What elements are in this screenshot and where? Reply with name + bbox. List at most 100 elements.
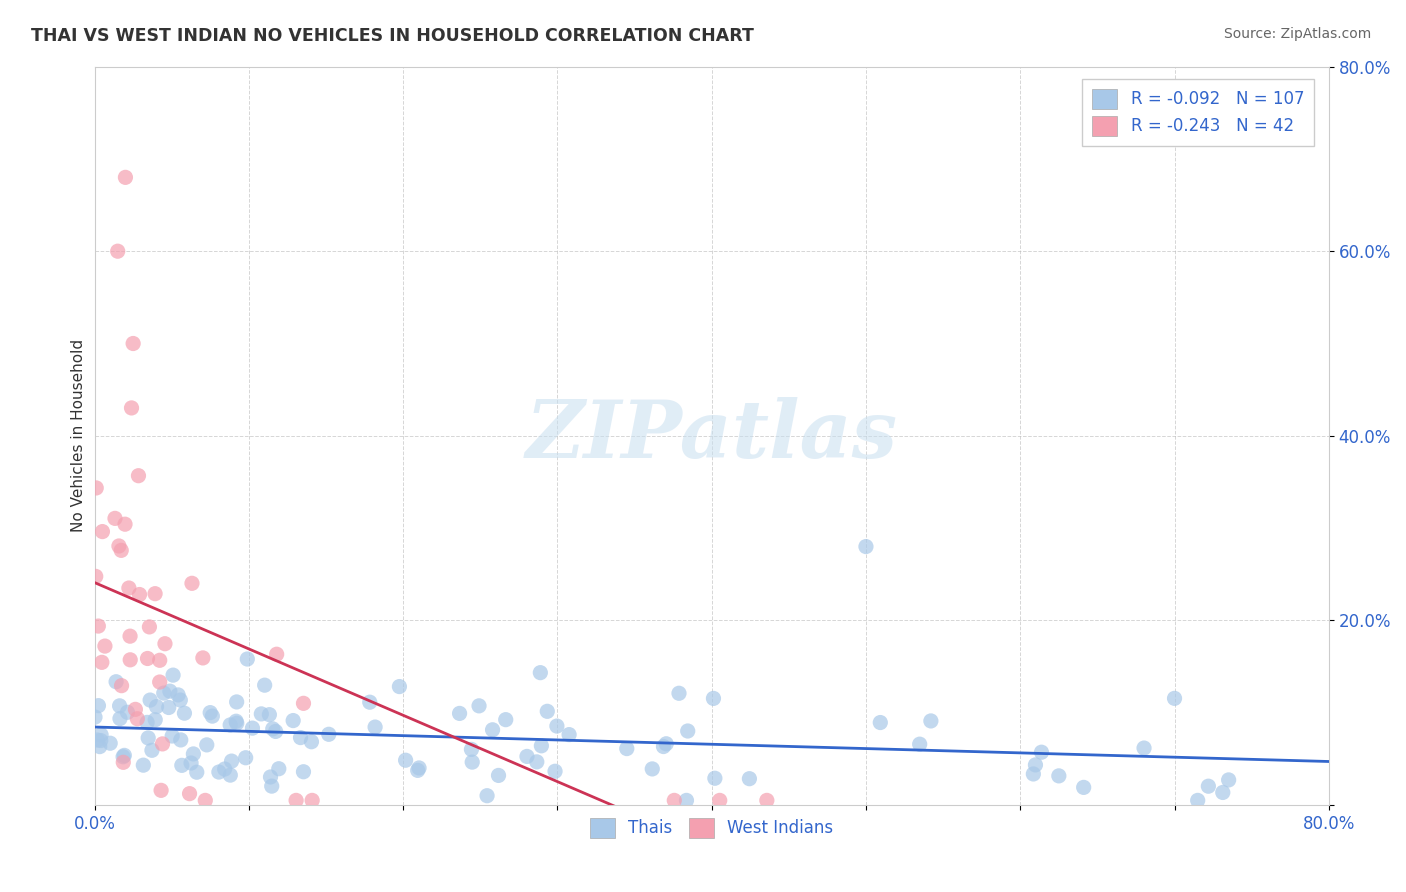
Point	[153, 637, 176, 651]
Point	[112, 749, 135, 764]
Point	[170, 758, 193, 772]
Point	[118, 581, 141, 595]
Point	[170, 733, 193, 747]
Point	[128, 588, 150, 602]
Point	[150, 783, 173, 797]
Point	[90, 733, 112, 747]
Point	[94, 639, 117, 653]
Point	[546, 719, 568, 733]
Point	[475, 789, 498, 803]
Point	[544, 764, 567, 779]
Point	[292, 764, 315, 779]
Point	[655, 737, 678, 751]
Point	[225, 714, 247, 729]
Point	[118, 629, 141, 643]
Point	[253, 678, 276, 692]
Point	[108, 698, 131, 713]
Point	[107, 244, 129, 259]
Point	[186, 765, 208, 780]
Point	[318, 727, 340, 741]
Point	[1047, 769, 1070, 783]
Point	[1133, 741, 1156, 756]
Point	[143, 587, 166, 601]
Point	[1031, 745, 1053, 759]
Point	[1187, 793, 1209, 807]
Point	[266, 647, 288, 661]
Point	[179, 787, 201, 801]
Point	[481, 723, 503, 737]
Point	[259, 707, 281, 722]
Point	[301, 793, 323, 807]
Point	[157, 700, 180, 714]
Point	[89, 739, 111, 754]
Point	[117, 706, 139, 720]
Point	[160, 729, 183, 743]
Point	[191, 651, 214, 665]
Point	[167, 688, 190, 702]
Point	[84, 481, 107, 495]
Point	[526, 755, 548, 769]
Point	[219, 768, 242, 782]
Point	[641, 762, 664, 776]
Point	[149, 675, 172, 690]
Point	[112, 756, 135, 770]
Point	[201, 709, 224, 723]
Point	[180, 756, 202, 770]
Point	[664, 793, 686, 807]
Point	[235, 750, 257, 764]
Point	[755, 793, 778, 807]
Point	[1024, 758, 1046, 772]
Point	[488, 768, 510, 782]
Point	[529, 665, 551, 680]
Point	[169, 693, 191, 707]
Point	[219, 718, 242, 732]
Point	[194, 793, 217, 807]
Point	[136, 731, 159, 745]
Point	[110, 543, 132, 558]
Point	[267, 762, 290, 776]
Point	[652, 739, 675, 754]
Point	[260, 779, 283, 793]
Point	[139, 693, 162, 707]
Point	[461, 755, 484, 769]
Point	[84, 710, 107, 724]
Text: Source: ZipAtlas.com: Source: ZipAtlas.com	[1223, 27, 1371, 41]
Point	[145, 699, 167, 714]
Point	[616, 741, 638, 756]
Point	[250, 706, 273, 721]
Point	[908, 737, 931, 751]
Point	[181, 576, 204, 591]
Point	[105, 674, 128, 689]
Point	[738, 772, 761, 786]
Point	[1073, 780, 1095, 795]
Point	[259, 770, 281, 784]
Point	[214, 762, 236, 776]
Point	[124, 702, 146, 716]
Point	[1022, 767, 1045, 781]
Point	[530, 739, 553, 753]
Point	[98, 736, 121, 750]
Y-axis label: No Vehicles in Household: No Vehicles in Household	[72, 339, 86, 533]
Point	[108, 539, 131, 553]
Point	[110, 679, 132, 693]
Point	[460, 742, 482, 756]
Point	[141, 743, 163, 757]
Point	[262, 722, 284, 736]
Point	[152, 686, 174, 700]
Point	[283, 714, 305, 728]
Point	[236, 652, 259, 666]
Point	[108, 712, 131, 726]
Point	[114, 517, 136, 532]
Point	[138, 620, 160, 634]
Point	[264, 724, 287, 739]
Point	[709, 793, 731, 807]
Point	[495, 713, 517, 727]
Point	[394, 753, 416, 767]
Point	[242, 721, 264, 735]
Point	[468, 698, 491, 713]
Point	[173, 706, 195, 721]
Point	[558, 728, 581, 742]
Point	[90, 728, 112, 742]
Point	[225, 716, 247, 731]
Point	[87, 698, 110, 713]
